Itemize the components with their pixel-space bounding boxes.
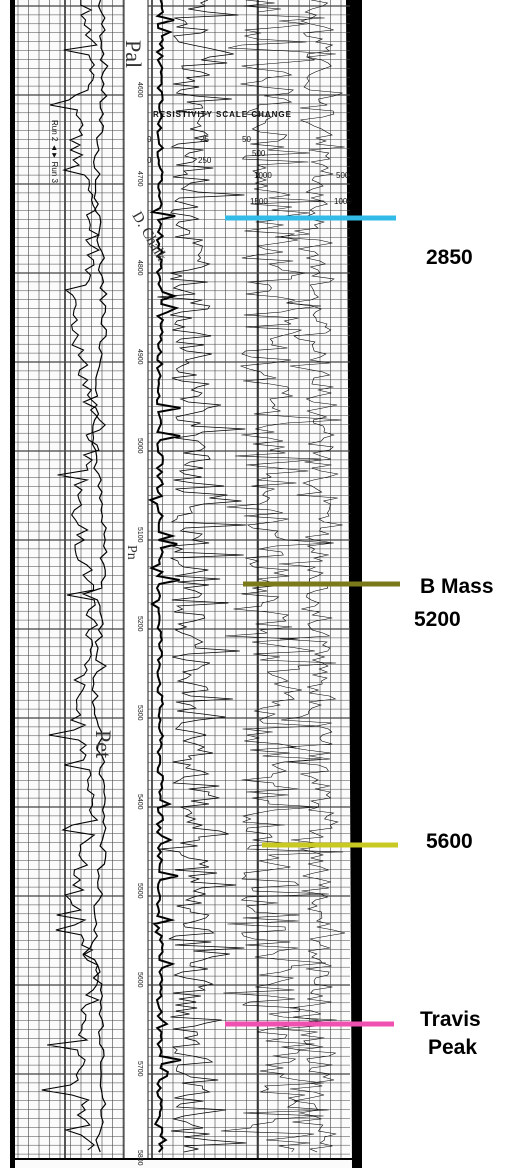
resistivity-shallow <box>147 0 182 1153</box>
scale-row-3: 1000 500 <box>254 171 350 180</box>
handwritten-pal: Pal <box>121 40 146 68</box>
scale-row-4: 1500 1000 <box>250 197 352 206</box>
scale-row-2: 0 250 500 <box>147 149 266 165</box>
depth-tick-label: 5200 <box>136 616 143 632</box>
depth-tick-label: 5100 <box>136 527 143 543</box>
sp-curve-lower <box>41 0 106 1151</box>
depth-labels: 4600 4700 4800 4900 5000 5100 5200 5300 5400 5500… <box>136 82 143 1166</box>
depth-tick-label: 5400 <box>136 794 143 810</box>
resistivity-deep-2 <box>274 0 346 1153</box>
marker-label-b-mass: B Mass <box>420 575 494 598</box>
svg-text:250: 250 <box>198 156 212 165</box>
depth-tick-label: 5300 <box>136 705 143 721</box>
depth-tick-label: 5000 <box>136 438 143 454</box>
svg-text:50: 50 <box>242 135 251 144</box>
log-left-edge <box>10 0 15 1168</box>
svg-text:1000: 1000 <box>334 197 352 206</box>
marker-label-travis: Travis <box>420 1008 481 1031</box>
depth-tick-label: 5600 <box>136 972 143 988</box>
run-note: Run 2 ◄► Run 3 <box>50 120 59 184</box>
svg-text:0: 0 <box>147 135 152 144</box>
depth-track <box>124 0 148 1158</box>
marker-label-2850: 2850 <box>426 246 473 269</box>
svg-text:1500: 1500 <box>250 197 268 206</box>
svg-text:0: 0 <box>147 156 152 165</box>
resistivity-medium <box>157 0 247 1153</box>
svg-text:500: 500 <box>252 149 266 158</box>
depth-tick-label: 5700 <box>136 1061 143 1077</box>
depth-tick-label: 5500 <box>136 883 143 899</box>
resistivity-deep <box>220 0 344 1153</box>
sp-curve-upper <box>81 0 109 1153</box>
marker-label-peak: Peak <box>428 1036 478 1059</box>
marker-label-5600: 5600 <box>426 830 473 853</box>
depth-tick-label: 4600 <box>136 82 143 98</box>
handwritten-pn: Pn <box>124 545 139 560</box>
depth-tick-label: 5800 <box>136 1150 143 1166</box>
marker-label-5200: 5200 <box>414 608 461 631</box>
log-curves <box>41 0 346 1153</box>
svg-text:500: 500 <box>336 171 350 180</box>
depth-tick-label: 4900 <box>136 349 143 365</box>
handwritten-pet: Pet <box>91 730 116 758</box>
log-bottom-edge <box>14 1158 354 1160</box>
svg-text:25: 25 <box>200 135 209 144</box>
scale-row-1: 0 25 50 <box>147 135 251 144</box>
resistivity-header: RESISTIVITY SCALE CHANGE <box>153 110 292 119</box>
depth-tick-label: 4800 <box>136 260 143 276</box>
depth-tick-label: 4700 <box>136 171 143 187</box>
svg-text:1000: 1000 <box>254 171 272 180</box>
